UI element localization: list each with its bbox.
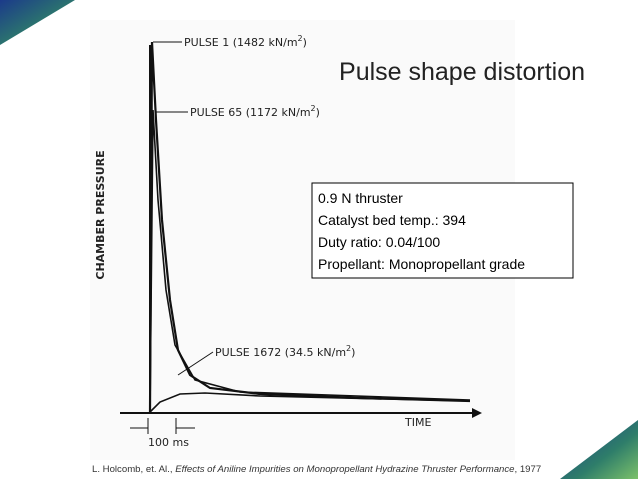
info-line: Catalyst bed temp.: 394 [318,212,466,228]
pulse-label-close: ) [316,106,320,119]
citation-work: Effects of Aniline Impurities on Monopro… [175,464,514,475]
info-line: Duty ratio: 0.04/100 [318,234,440,250]
corner-decoration [0,0,75,45]
superscript: 2 [298,34,303,43]
info-box [311,182,574,279]
citation-suffix: , 1977 [515,464,542,475]
pulse-label: PULSE 1 (1482 kN/m2) [184,34,307,49]
pulse-label-text: PULSE 65 (1172 kN/m [190,106,311,119]
scale-label: 100 ms [148,436,189,449]
axis-arrow [472,408,482,418]
info-line: 0.9 N thruster [318,190,403,206]
superscript: 2 [346,344,351,353]
pulse-label-close: ) [351,346,355,359]
pulse-label-close: ) [303,36,307,49]
pulse-curve [149,392,471,413]
superscript: 2 [311,104,316,113]
pulse-label: PULSE 1672 (34.5 kN/m2) [215,344,355,359]
pulse-label: PULSE 65 (1172 kN/m2) [190,104,320,119]
citation-prefix: L. Holcomb, et. Al., [92,464,175,475]
y-axis-label: CHAMBER PRESSURE [94,150,107,279]
x-axis-label: TIME [404,416,431,429]
pulse-label-text: PULSE 1 (1482 kN/m [184,36,298,49]
info-line: Propellant: Monopropellant grade [318,256,525,272]
pulse-label-text: PULSE 1672 (34.5 kN/m [215,346,346,359]
leader-line [177,351,214,376]
citation: L. Holcomb, et. Al., Effects of Aniline … [92,464,541,475]
corner-decoration [560,420,638,479]
slide-title: Pulse shape distortion [339,58,585,86]
pulse-curve [149,109,471,414]
